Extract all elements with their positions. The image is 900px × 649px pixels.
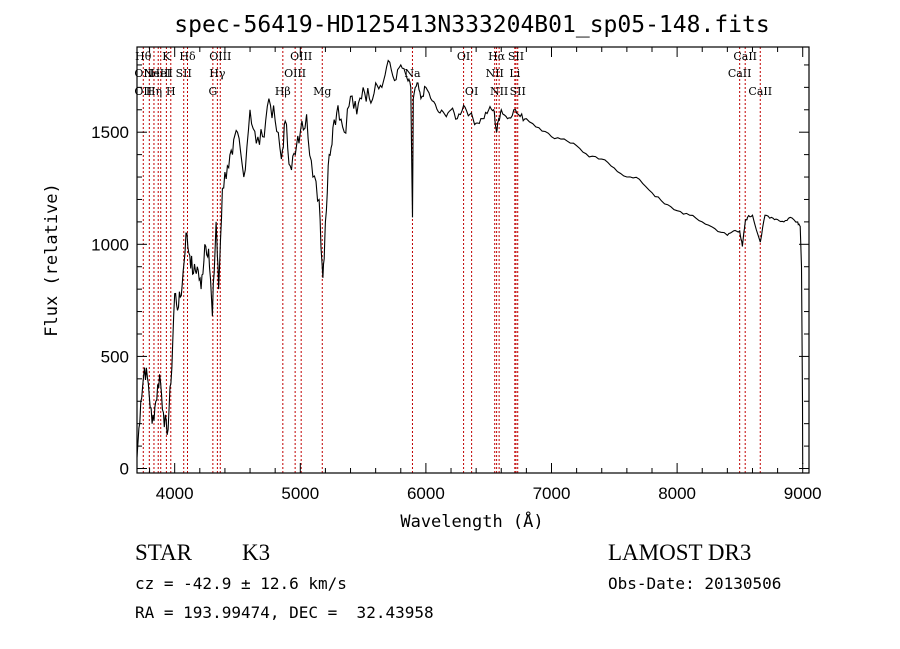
y-tick-label: 0 [120, 460, 129, 479]
line-marker-label: OII [134, 67, 152, 80]
line-marker-label: NII [486, 67, 504, 80]
line-marker-label: Hβ [275, 85, 291, 98]
line-marker-label: K [162, 50, 171, 63]
observation-date: Obs-Date: 20130506 [608, 574, 782, 593]
line-marker-label: H [166, 85, 176, 98]
y-axis-label: Flux (relative) [42, 183, 62, 337]
line-marker-label: Na [404, 67, 421, 80]
chart-title: spec-56419-HD125413N333204B01_sp05-148.f… [174, 12, 769, 38]
x-axis-label: Wavelength (Å) [400, 510, 543, 532]
line-marker-label: NII [490, 85, 508, 98]
redshift-cz: cz = -42.9 ± 12.6 km/s [135, 574, 347, 593]
y-tick-label: 1500 [91, 123, 129, 142]
line-marker-label: Hη [146, 85, 162, 98]
line-marker-label: Hγ [209, 67, 226, 80]
y-tick-label: 1000 [91, 235, 129, 254]
x-tick-label: 6000 [407, 484, 445, 503]
line-marker-label: OII [134, 85, 152, 98]
plot-frame [136, 46, 810, 474]
x-tick-label: 9000 [784, 484, 822, 503]
line-marker-label: CaII [728, 67, 752, 80]
line-marker-label: Mg [313, 85, 331, 98]
spectrum-line [136, 59, 804, 465]
x-axis-ticks: 4000 5000 6000 7000 8000 9000 [149, 47, 822, 503]
x-tick-label: 4000 [156, 484, 194, 503]
x-tick-label: 8000 [658, 484, 696, 503]
ra-dec: RA = 193.99474, DEC = 32.43958 [135, 603, 434, 622]
line-marker-label: Hθ [135, 50, 152, 63]
line-marker-labels: HθOIIOIIHηNeIIIHeIKHSIIHδGHγOIIIHβOIIIOI… [134, 50, 772, 98]
line-marker-label: OIII [209, 50, 231, 63]
object-type: STAR [135, 540, 192, 565]
line-marker-label: OIII [290, 50, 312, 63]
spectral-subclass: K3 [242, 540, 271, 565]
survey-name: LAMOST DR3 [608, 540, 752, 565]
line-marker-label: OIII [284, 67, 306, 80]
line-marker-label: Li [509, 67, 520, 80]
line-marker-label: HeI [151, 67, 171, 80]
line-marker-label: G [208, 85, 217, 98]
line-marker-label: CaII [733, 50, 757, 63]
line-marker-label: CaII [748, 85, 772, 98]
line-marker-label: SII [510, 85, 526, 98]
line-marker-label: OI [465, 85, 478, 98]
y-axis-ticks: 0 500 1000 1500 [91, 64, 809, 479]
line-marker-label: Hα [488, 50, 506, 63]
line-marker-label: SII [176, 67, 192, 80]
line-marker-label: OI [457, 50, 470, 63]
line-markers [142, 47, 761, 473]
x-tick-label: 7000 [533, 484, 571, 503]
line-marker-label: NeIII [144, 67, 173, 80]
line-marker-label: SII [508, 50, 524, 63]
line-marker-label: Hδ [179, 50, 196, 63]
x-tick-label: 5000 [281, 484, 319, 503]
y-tick-label: 500 [101, 347, 129, 366]
